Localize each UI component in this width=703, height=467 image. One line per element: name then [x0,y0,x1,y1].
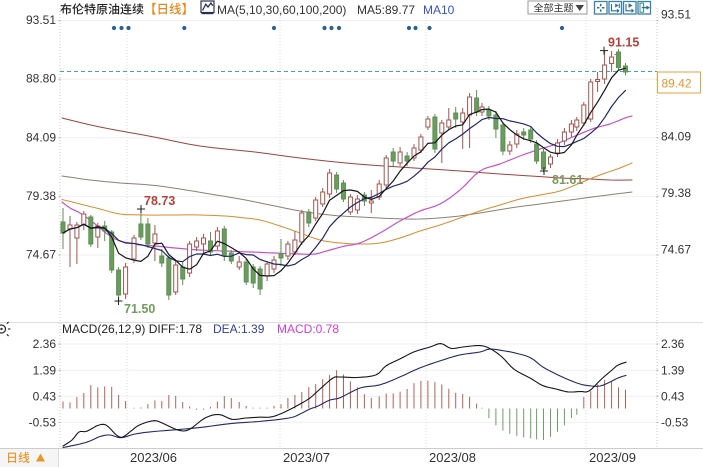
svg-text:81.61: 81.61 [552,173,583,187]
svg-text:MA(5,10,30,60,100,200): MA(5,10,30,60,100,200) [217,3,346,17]
svg-text:84.09: 84.09 [26,130,56,144]
svg-text:79.38: 79.38 [26,189,56,203]
svg-text:0.43: 0.43 [33,389,57,403]
svg-text:88.80: 88.80 [26,72,56,86]
svg-text:0.43: 0.43 [661,389,685,403]
svg-text:MA5:89.77: MA5:89.77 [357,3,415,17]
svg-text:93.51: 93.51 [661,8,691,22]
svg-text:71.50: 71.50 [124,302,155,316]
svg-text:MA10: MA10 [423,3,455,17]
svg-text:2.36: 2.36 [33,337,57,351]
svg-text:-0.53: -0.53 [661,415,689,429]
svg-text:84.09: 84.09 [661,129,691,143]
svg-text:2.36: 2.36 [661,337,685,351]
svg-text:2023/08: 2023/08 [429,450,476,465]
svg-text:93.51: 93.51 [26,13,56,27]
svg-text:MACD:0.78: MACD:0.78 [277,322,339,336]
svg-text:MACD(26,12,9) DIFF:1.78: MACD(26,12,9) DIFF:1.78 [62,322,202,336]
svg-text:79.38: 79.38 [661,186,691,200]
svg-text:DEA:1.39: DEA:1.39 [213,322,265,336]
svg-text:2023/06: 2023/06 [130,450,177,465]
svg-text:78.73: 78.73 [144,194,175,208]
svg-text:2023/09: 2023/09 [589,450,636,465]
svg-text:74.67: 74.67 [26,248,56,262]
svg-text:-0.53: -0.53 [29,415,57,429]
svg-text:89.42: 89.42 [662,77,692,91]
svg-text:2023/07: 2023/07 [283,450,330,465]
svg-text:91.15: 91.15 [608,36,639,50]
svg-text:1.39: 1.39 [33,363,57,377]
svg-text:1.39: 1.39 [661,363,685,377]
svg-text:74.67: 74.67 [661,243,691,257]
